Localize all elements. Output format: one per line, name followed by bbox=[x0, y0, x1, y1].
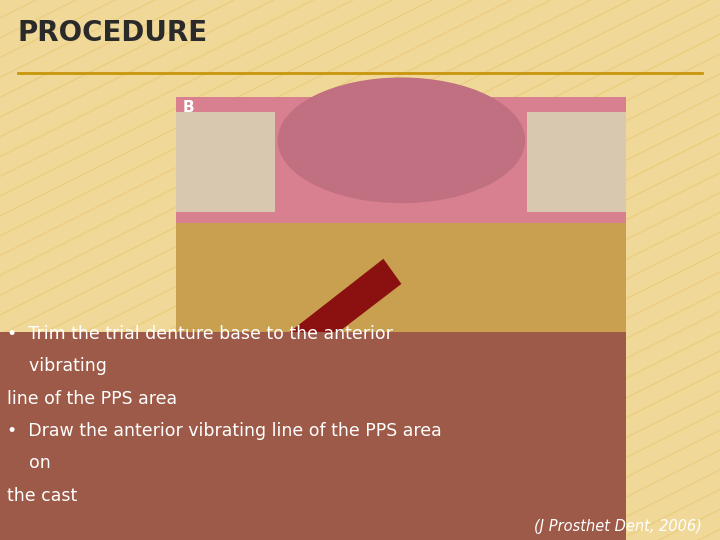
Text: •  Draw the anterior vibrating line of the PPS area: • Draw the anterior vibrating line of th… bbox=[7, 422, 442, 440]
Text: on: on bbox=[7, 455, 51, 472]
FancyBboxPatch shape bbox=[176, 223, 626, 349]
FancyBboxPatch shape bbox=[527, 112, 626, 212]
Ellipse shape bbox=[278, 77, 525, 203]
Polygon shape bbox=[176, 259, 402, 456]
FancyBboxPatch shape bbox=[176, 97, 626, 456]
Text: (J Prosthet Dent, 2006): (J Prosthet Dent, 2006) bbox=[534, 518, 702, 534]
FancyBboxPatch shape bbox=[176, 428, 626, 456]
FancyBboxPatch shape bbox=[0, 332, 626, 540]
FancyBboxPatch shape bbox=[176, 112, 275, 212]
Text: line of the PPS area: line of the PPS area bbox=[7, 390, 177, 408]
Text: •  Trim the trial denture base to the anterior: • Trim the trial denture base to the ant… bbox=[7, 325, 393, 343]
FancyBboxPatch shape bbox=[176, 417, 626, 438]
Text: B: B bbox=[182, 100, 194, 115]
Text: vibrating: vibrating bbox=[7, 357, 107, 375]
Text: PROCEDURE: PROCEDURE bbox=[18, 19, 208, 47]
Text: the cast: the cast bbox=[7, 487, 78, 505]
FancyBboxPatch shape bbox=[176, 97, 626, 259]
